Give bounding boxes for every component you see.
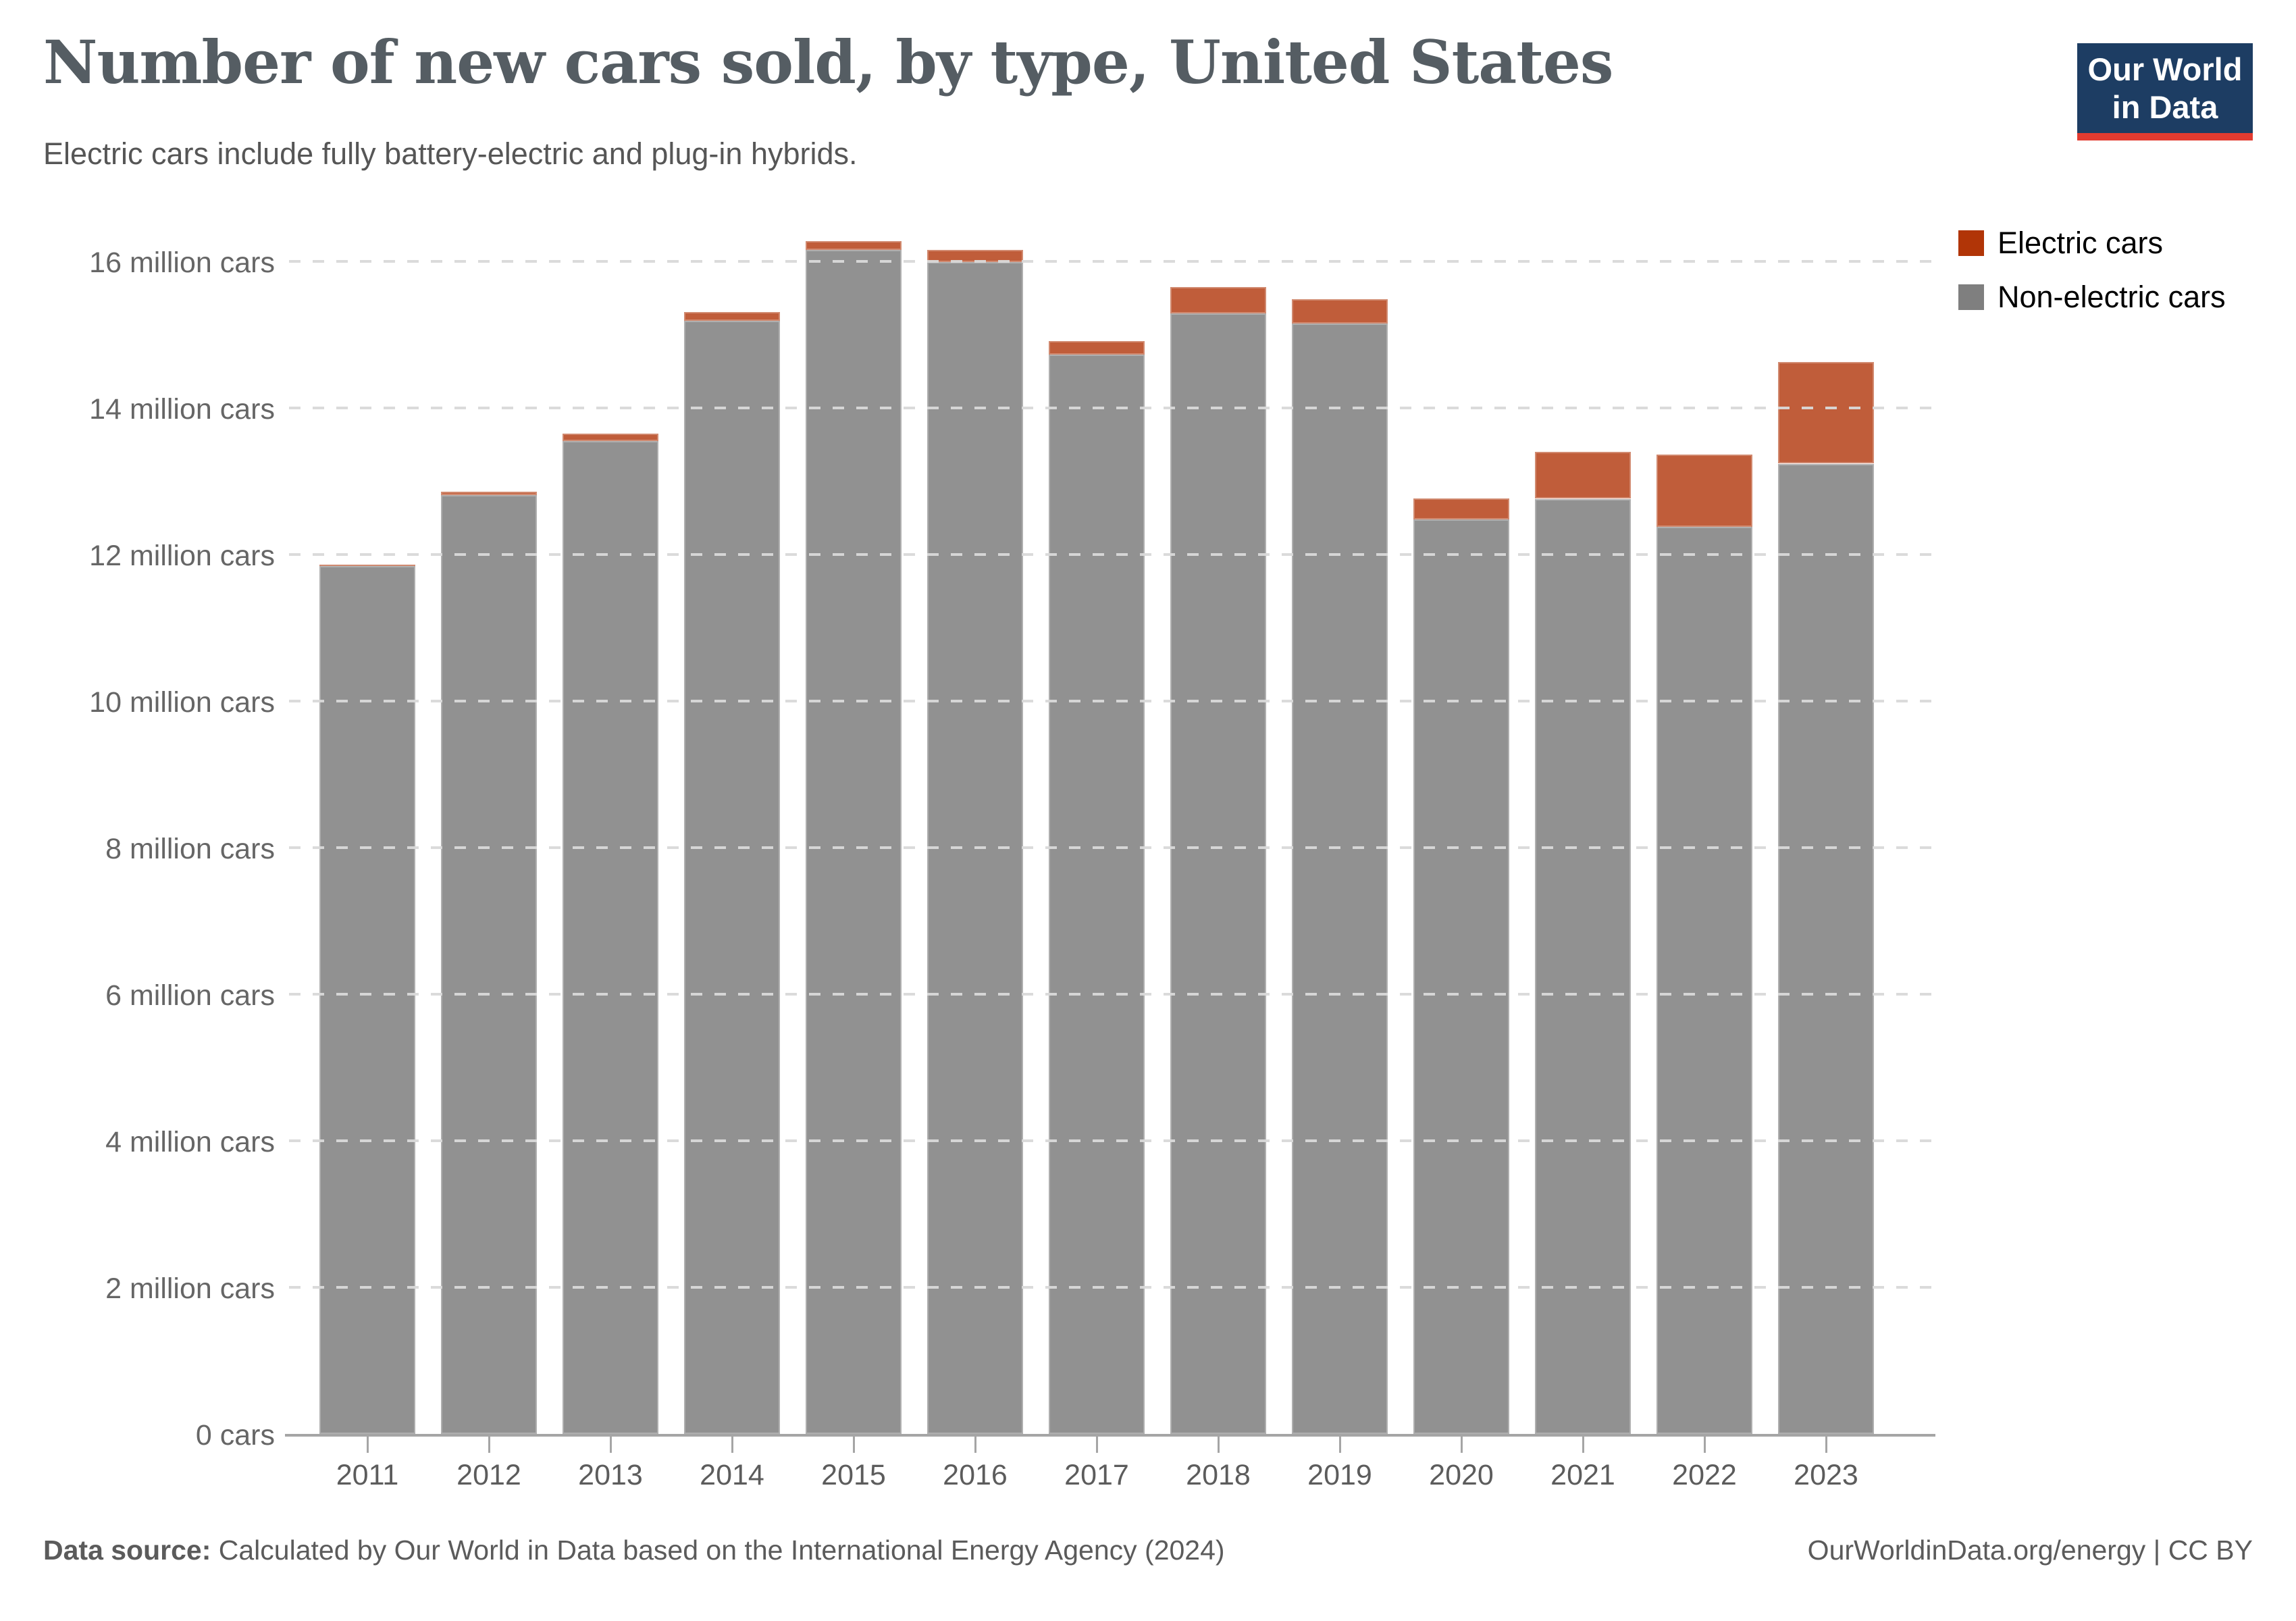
x-axis-label-2014: 2014 (700, 1459, 764, 1491)
gridline-6m (289, 993, 1935, 996)
chart-legend: Electric cars Non-electric cars (1958, 226, 2226, 334)
bar-non-electric-2015[interactable] (806, 249, 902, 1434)
y-axis-label-4m: 4 million cars (105, 1126, 275, 1158)
bar-electric-2013[interactable] (563, 434, 658, 441)
x-axis-tick (1825, 1437, 1827, 1453)
legend-label: Non-electric cars (1998, 280, 2226, 314)
bar-non-electric-2023[interactable] (1778, 463, 1874, 1434)
bar-non-electric-2013[interactable] (563, 440, 658, 1434)
gridline-16m (289, 260, 1935, 263)
x-axis-label-2011: 2011 (336, 1459, 399, 1491)
x-axis-tick (1339, 1437, 1341, 1453)
legend-item-non-electric-cars[interactable]: Non-electric cars (1958, 280, 2226, 315)
y-axis-label-8m: 8 million cars (105, 833, 275, 865)
bar-electric-2014[interactable] (684, 311, 780, 321)
bar-non-electric-2021[interactable] (1535, 498, 1631, 1434)
page-subtitle: Electric cars include fully battery-elec… (43, 136, 858, 171)
x-axis-tick (1096, 1437, 1098, 1453)
x-axis-label-2020: 2020 (1429, 1459, 1494, 1491)
bar-electric-2012[interactable] (441, 491, 537, 496)
x-axis-tick (1582, 1437, 1584, 1453)
x-axis-tick (1461, 1437, 1463, 1453)
footer-data-source-text: Calculated by Our World in Data based on… (211, 1535, 1225, 1566)
bar-non-electric-2017[interactable] (1049, 354, 1145, 1434)
y-axis-label-6m: 6 million cars (105, 979, 275, 1012)
x-axis-label-2013: 2013 (578, 1459, 643, 1491)
bar-electric-2021[interactable] (1535, 452, 1631, 499)
gridline-14m (289, 407, 1935, 409)
owid-logo-line1: Our World (2087, 51, 2243, 88)
legend-swatch-non-electric-icon (1958, 284, 1984, 310)
y-axis-label-14m: 14 million cars (89, 393, 275, 426)
bar-electric-2015[interactable] (806, 240, 902, 250)
bar-electric-2016[interactable] (927, 249, 1023, 262)
y-axis-label-16m: 16 million cars (89, 247, 275, 279)
bar-electric-2017[interactable] (1049, 341, 1145, 355)
x-axis-tick (1218, 1437, 1220, 1453)
y-axis-label-2m: 2 million cars (105, 1272, 275, 1305)
gridline-10m (289, 700, 1935, 702)
x-axis-label-2017: 2017 (1064, 1459, 1129, 1491)
y-axis-label-12m: 12 million cars (89, 540, 275, 572)
owid-logo: Our World in Data (2077, 43, 2253, 140)
bar-electric-2022[interactable] (1656, 455, 1752, 527)
x-axis-tick (731, 1437, 733, 1453)
footer-data-source-label: Data source: (43, 1535, 211, 1566)
x-axis-label-2016: 2016 (943, 1459, 1008, 1491)
footer-data-source: Data source: Calculated by Our World in … (43, 1535, 1225, 1566)
bar-electric-2019[interactable] (1292, 299, 1388, 324)
x-axis-tick (367, 1437, 369, 1453)
bar-non-electric-2014[interactable] (684, 320, 780, 1434)
x-axis-tick (1704, 1437, 1706, 1453)
bar-electric-2018[interactable] (1170, 287, 1266, 314)
bar-non-electric-2022[interactable] (1656, 526, 1752, 1434)
gridline-12m (289, 553, 1935, 556)
x-axis-tick (853, 1437, 855, 1453)
gridline-4m (289, 1139, 1935, 1142)
bar-non-electric-2020[interactable] (1413, 519, 1509, 1434)
bar-non-electric-2011[interactable] (319, 566, 415, 1434)
bar-non-electric-2018[interactable] (1170, 313, 1266, 1434)
x-axis-tick (488, 1437, 490, 1453)
x-axis-label-2018: 2018 (1186, 1459, 1251, 1491)
footer-owid-link[interactable]: OurWorldinData.org/energy | CC BY (1807, 1535, 2253, 1566)
y-axis-label-10m: 10 million cars (89, 686, 275, 719)
legend-swatch-electric-icon (1958, 230, 1984, 256)
y-axis-label-0m: 0 cars (195, 1419, 275, 1451)
x-axis-line (285, 1434, 1935, 1437)
bar-electric-2020[interactable] (1413, 498, 1509, 519)
bar-electric-2023[interactable] (1778, 361, 1874, 464)
x-axis-label-2022: 2022 (1672, 1459, 1737, 1491)
x-axis-tick (974, 1437, 976, 1453)
x-axis-label-2019: 2019 (1307, 1459, 1372, 1491)
bar-non-electric-2012[interactable] (441, 495, 537, 1434)
x-axis-label-2021: 2021 (1550, 1459, 1615, 1491)
x-axis-label-2012: 2012 (456, 1459, 521, 1491)
x-axis-tick (610, 1437, 612, 1453)
x-axis-label-2015: 2015 (821, 1459, 886, 1491)
bar-electric-2011[interactable] (319, 565, 415, 567)
bar-non-electric-2019[interactable] (1292, 324, 1388, 1434)
owid-logo-line2: in Data (2112, 88, 2218, 125)
gridline-8m (289, 846, 1935, 849)
page-title: Number of new cars sold, by type, United… (43, 27, 1613, 97)
x-axis-label-2023: 2023 (1794, 1459, 1858, 1491)
gridline-2m (289, 1286, 1935, 1289)
legend-label: Electric cars (1998, 226, 2164, 260)
legend-item-electric-cars[interactable]: Electric cars (1958, 226, 2226, 261)
